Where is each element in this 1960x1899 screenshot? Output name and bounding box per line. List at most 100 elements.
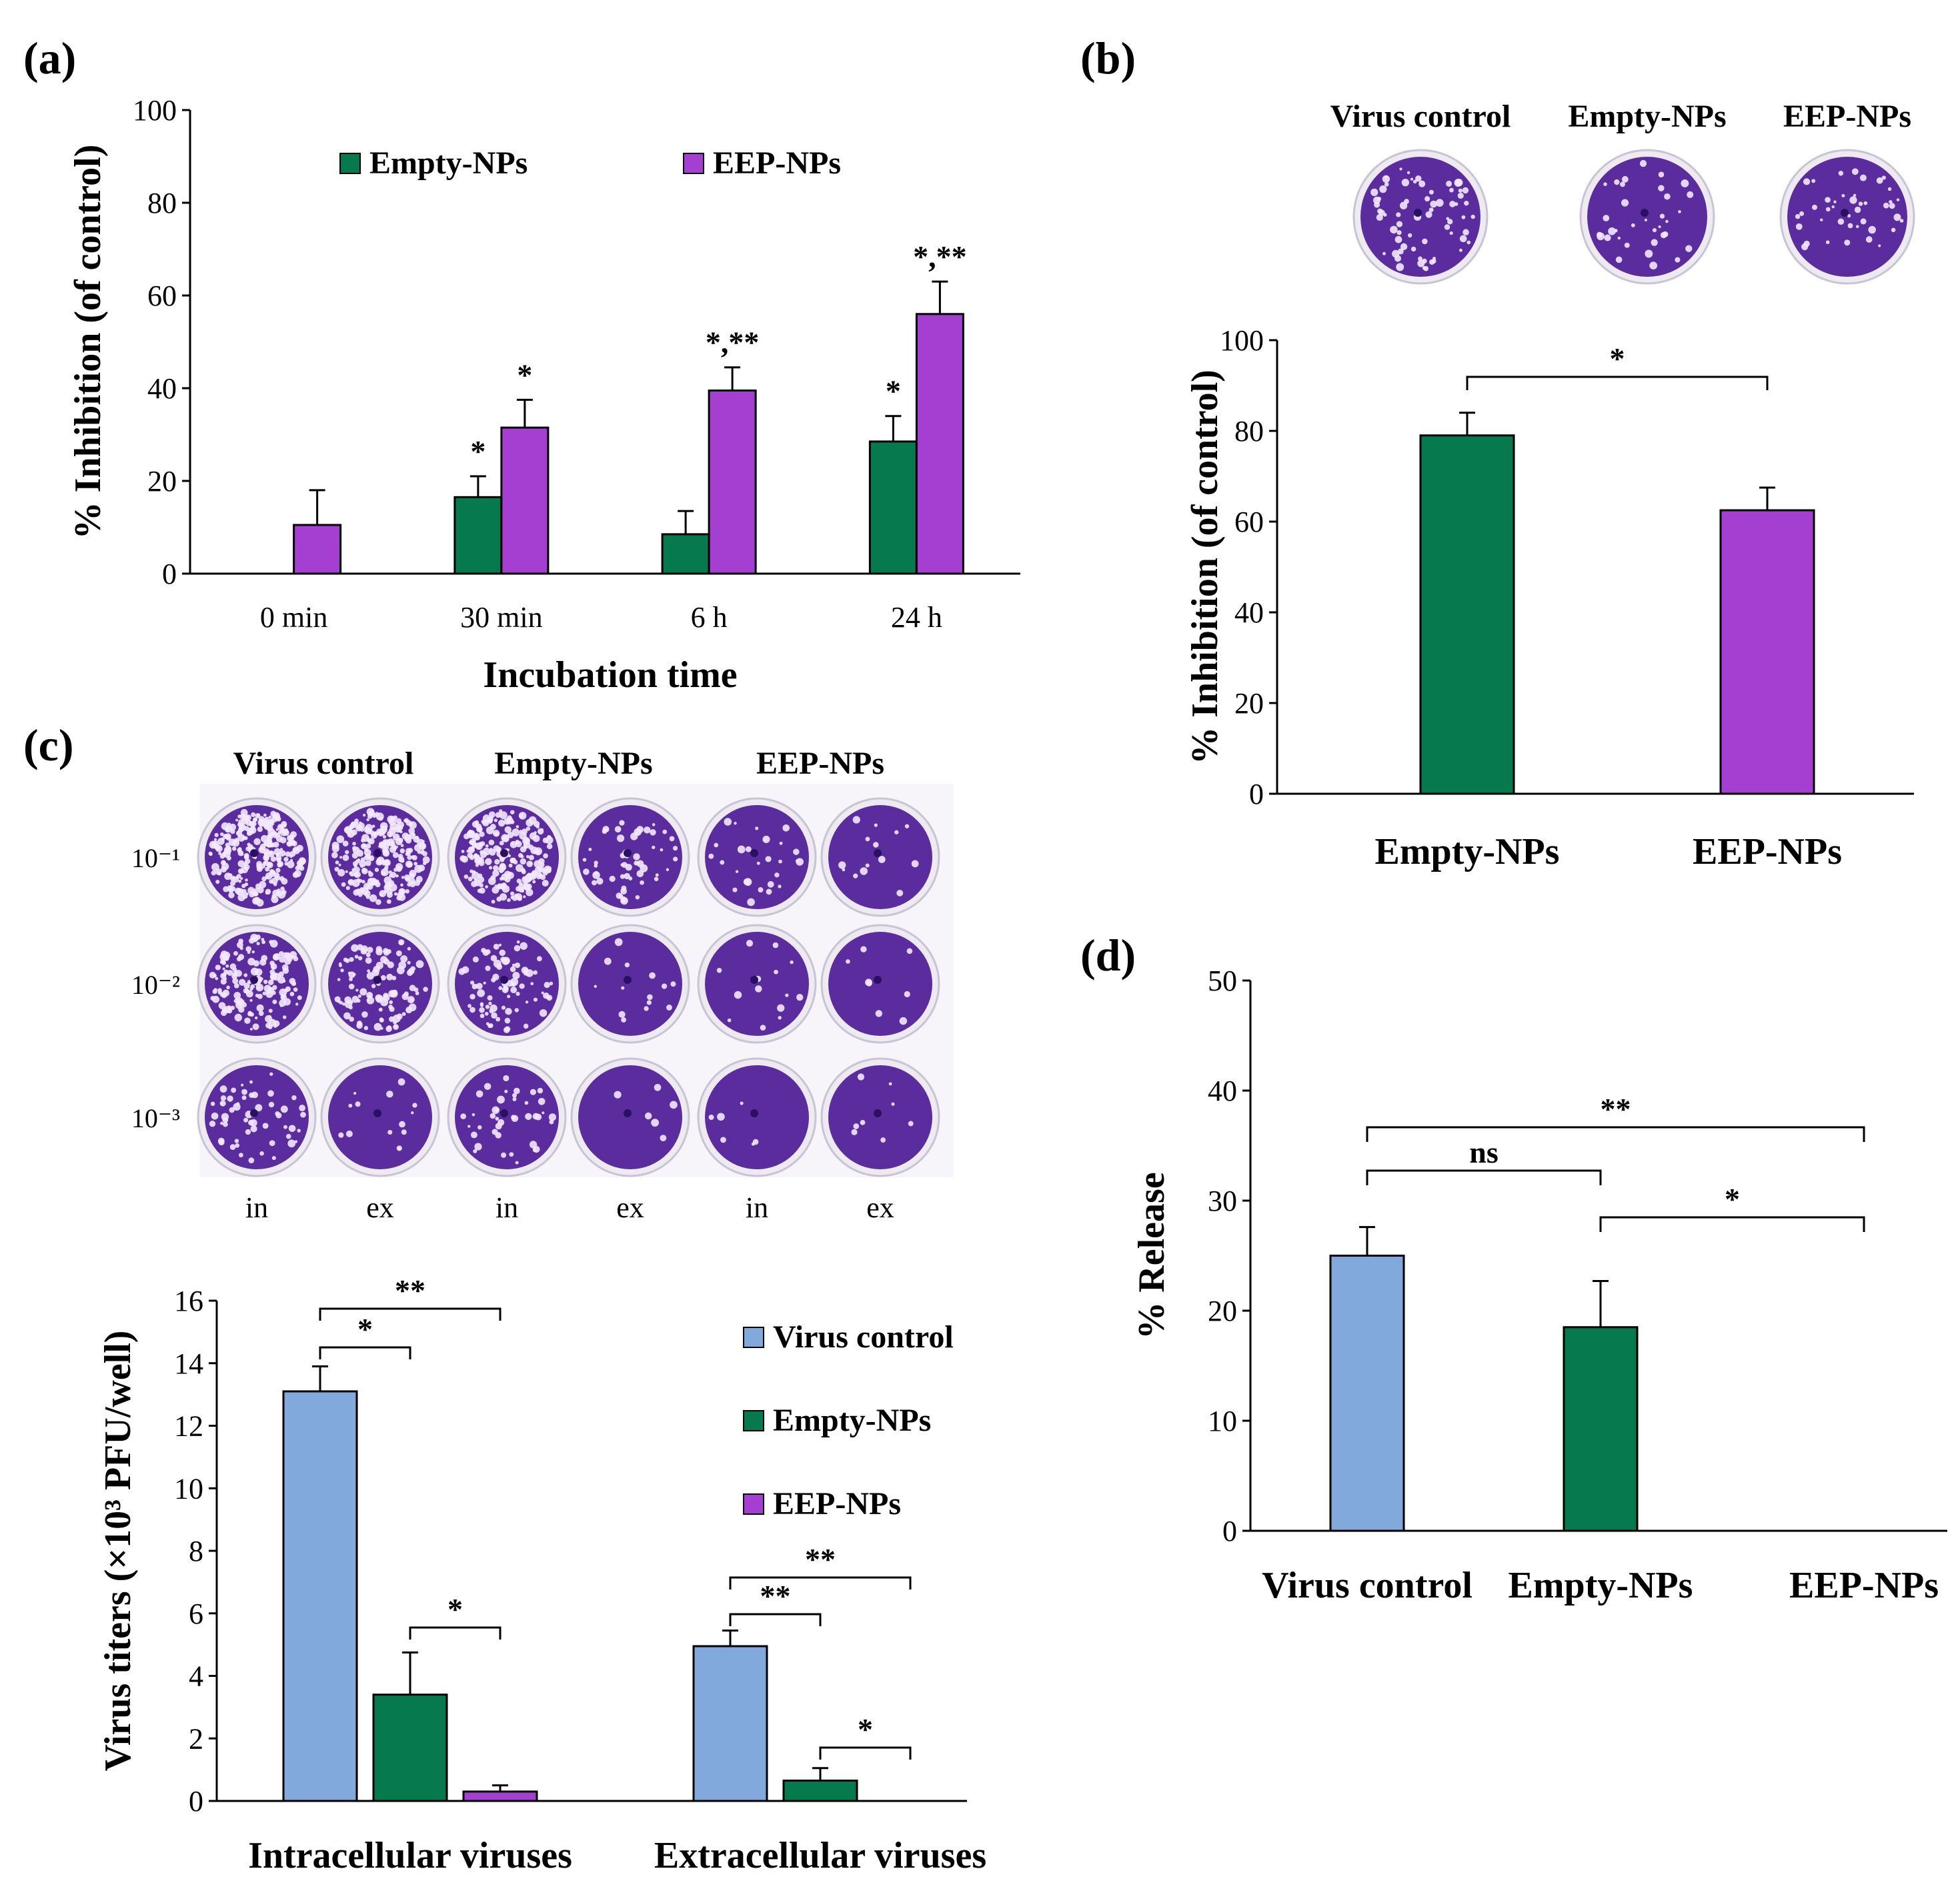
chart-c-well-plaque	[621, 1017, 627, 1023]
chart-c-well-plaque	[407, 854, 412, 860]
chart-b-bracket	[1466, 376, 1769, 390]
chart-c-well-plaque	[224, 834, 227, 838]
chart-c-bracket-label: *	[858, 1712, 873, 1746]
chart-c-well-plaque	[283, 1125, 287, 1129]
chart-c-well-plaque	[500, 876, 504, 881]
chart-b-well-plaque	[1449, 201, 1456, 207]
chart-c-well-plaque	[277, 830, 282, 834]
chart-c-well-plaque	[368, 810, 375, 817]
chart-c-well-plaque	[367, 870, 371, 874]
chart-c-well-plaque	[411, 1111, 414, 1115]
chart-c-well-plaque	[221, 862, 229, 870]
chart-c-well-plaque	[335, 860, 339, 864]
chart-c-well-plaque	[257, 865, 263, 870]
chart-c-well-plaque	[279, 824, 283, 829]
chart-c-well-plaque	[228, 892, 235, 898]
chart-c-well-plaque	[245, 989, 250, 995]
chart-c-well-plaque	[409, 873, 415, 879]
chart-c-well-plaque	[526, 826, 531, 831]
chart-b-well-plaque	[1454, 202, 1458, 206]
chart-c-well-plaque	[865, 863, 870, 868]
chart-c-well-plaque	[271, 1156, 276, 1161]
chart-c-plate-row-label: 10⁻³	[131, 1103, 180, 1133]
chart-c-well-plaque	[357, 1021, 362, 1025]
chart-c-well-plaque	[267, 850, 275, 858]
chart-c-well-plaque	[853, 1123, 860, 1129]
chart-b-well-plaque	[1449, 187, 1454, 193]
chart-c-well-plaque	[380, 1027, 383, 1030]
chart-c-well-plaque	[262, 1123, 269, 1129]
chart-c-well-plaque	[227, 872, 231, 876]
chart-c-well-plaque	[341, 1002, 345, 1006]
chart-c-well-plaque	[276, 857, 281, 863]
chart-c-bar	[692, 1645, 768, 1802]
chart-c-well-plaque	[421, 840, 425, 843]
chart-c-well-plaque	[256, 1004, 264, 1012]
chart-d-bracket	[1366, 1169, 1602, 1185]
chart-c-well-plaque	[743, 878, 751, 886]
chart-c-well-plaque	[479, 1013, 485, 1019]
chart-c-well-plaque	[249, 1027, 253, 1031]
chart-c-well-plaque	[510, 895, 514, 899]
chart-c-well-plaque	[397, 1078, 405, 1086]
chart-c-well-plaque	[244, 826, 249, 831]
chart-c-well-plaque	[778, 884, 782, 888]
chart-c-well-plaque	[485, 949, 491, 955]
chart-c-y-tick-label: 0	[189, 1785, 203, 1818]
chart-c-well-plaque	[756, 861, 760, 865]
chart-c-well-plaque	[724, 818, 732, 826]
chart-c-well-plaque	[514, 1008, 519, 1013]
chart-c-well-plaque	[272, 955, 279, 961]
chart-c-well-plaque	[546, 843, 553, 850]
chart-c-bracket-label: *	[447, 1592, 463, 1626]
chart-b-y-tick-label: 0	[1249, 778, 1264, 810]
chart-c-well-plaque	[245, 1129, 251, 1135]
chart-c-well-plaque	[214, 832, 219, 838]
chart-c-well-center	[500, 1109, 508, 1117]
chart-c-well-plaque	[746, 940, 754, 947]
chart-c-legend-item-swatch	[743, 1327, 764, 1348]
chart-b-bar	[1419, 434, 1515, 795]
chart-c-well-plaque	[220, 832, 224, 836]
chart-c-well-plaque	[717, 1113, 725, 1121]
chart-c-well-plaque	[245, 892, 249, 896]
chart-c-well-plaque	[279, 828, 288, 836]
chart-c-well-plaque	[248, 1119, 254, 1126]
chart-c-well-plaque	[492, 870, 500, 877]
chart-c-well-plaque	[399, 1121, 405, 1128]
chart-c-x-tick-label: Intracellular viruses	[248, 1835, 572, 1876]
chart-c-well-plaque	[507, 898, 511, 902]
chart-b-well-plaque	[1415, 175, 1422, 182]
chart-c-well-plaque	[363, 890, 371, 897]
chart-b-well-plaque	[1457, 192, 1464, 199]
chart-c-well-plaque	[485, 1005, 490, 1009]
chart-c-well-plaque	[479, 882, 483, 888]
chart-c-well-plaque	[263, 816, 270, 823]
chart-c-well-plaque	[231, 875, 235, 880]
chart-c-well-plaque	[257, 813, 260, 816]
chart-a-legend-eep-swatch	[683, 153, 704, 174]
chart-c-well-plaque	[640, 864, 648, 872]
chart-c-well-plaque	[618, 1011, 626, 1018]
chart-c-well-plaque	[488, 1001, 492, 1006]
chart-c-well-plaque	[720, 1137, 726, 1143]
chart-a-significance: *	[886, 374, 901, 408]
chart-c-well-plaque	[261, 955, 268, 962]
chart-c-well-plaque	[267, 862, 272, 867]
chart-c-well-plaque	[356, 850, 363, 857]
chart-b-well-plaque	[1446, 180, 1452, 187]
chart-c-well-plaque	[857, 1073, 865, 1081]
chart-b-well-plaque	[1865, 236, 1873, 243]
chart-c-well-plaque	[488, 839, 495, 846]
chart-c-well-plaque	[365, 860, 371, 866]
chart-c-well-plaque	[349, 1005, 353, 1010]
chart-c-well-plaque	[349, 1000, 353, 1005]
chart-c-well-plaque	[401, 1129, 407, 1135]
chart-c-bracket	[819, 1746, 912, 1760]
chart-c-well-plaque	[737, 845, 746, 854]
chart-c-well-plaque	[270, 810, 277, 817]
chart-c-well-plaque	[375, 946, 382, 953]
chart-c-well-plaque	[272, 985, 277, 991]
chart-b-well-plaque	[1449, 231, 1453, 235]
chart-c-well-plaque	[229, 1144, 236, 1150]
